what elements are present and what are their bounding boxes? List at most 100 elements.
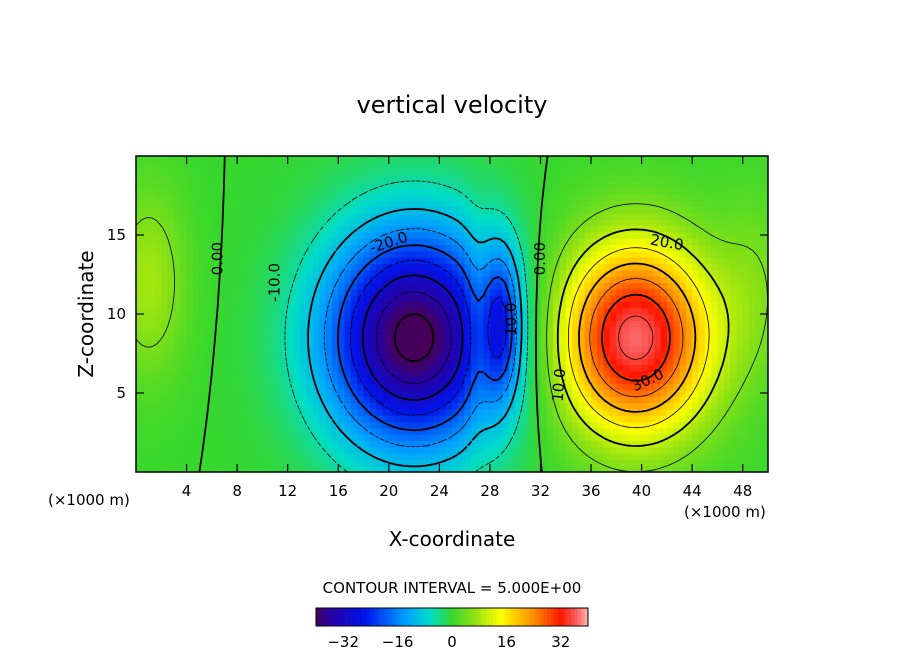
contour-label: -10.0 xyxy=(266,263,284,302)
contour-line xyxy=(350,259,507,416)
plot-area: 0.00-10.0-20.0-10.00.00 20.010.0 30.0 4 8 12… xyxy=(107,155,769,500)
colorbar-swatch xyxy=(377,608,381,626)
colorbar-swatch xyxy=(472,608,477,626)
x-tick-label: 12 xyxy=(278,482,297,500)
colorbar-swatch xyxy=(397,608,402,626)
contour-line xyxy=(136,203,768,472)
colorbar-swatch xyxy=(482,608,487,626)
colorbar-swatch xyxy=(496,608,500,626)
colorbar-swatch xyxy=(571,608,575,626)
contour-line xyxy=(361,274,464,401)
colorbar-swatch xyxy=(333,608,337,626)
colorbar-swatch xyxy=(516,608,521,626)
colorbar-swatch xyxy=(339,608,344,626)
colorbar-swatch xyxy=(448,608,453,626)
colorbar-swatch xyxy=(373,608,378,626)
colorbar-swatch xyxy=(326,608,330,626)
colorbar-swatch xyxy=(407,608,412,626)
colorbar-swatch xyxy=(499,608,504,626)
colorbar-tick-label: −32 xyxy=(327,633,359,651)
colorbar-swatch xyxy=(387,608,392,626)
x-axis-title: X-coordinate xyxy=(389,527,516,551)
colorbar-swatch xyxy=(506,608,511,626)
colorbar-swatch xyxy=(557,608,562,626)
contour-label: 10.0 xyxy=(549,368,570,403)
contour-lines xyxy=(136,156,768,472)
colorbar-swatch xyxy=(438,608,443,626)
colorbar-swatch xyxy=(384,608,388,626)
colorbar-tick-label: 32 xyxy=(551,633,570,651)
colorbar-swatch xyxy=(479,608,483,626)
colorbar-swatch xyxy=(584,608,589,626)
colorbar-swatch xyxy=(435,608,439,626)
colorbar-swatch xyxy=(455,608,460,626)
colorbar-swatch xyxy=(319,608,324,626)
x-tick-label: 20 xyxy=(379,482,398,500)
colorbar-swatch xyxy=(581,608,585,626)
colorbar-swatch xyxy=(401,608,405,626)
colorbar-swatch xyxy=(520,608,524,626)
colorbar-swatch xyxy=(554,608,558,626)
contour-line xyxy=(578,262,697,413)
x-unit-label-right: (×1000 m) xyxy=(684,503,766,521)
colorbar-swatch xyxy=(574,608,579,626)
colorbar-swatch xyxy=(540,608,545,626)
colorbar-swatch xyxy=(489,608,494,626)
colorbar-swatch xyxy=(431,608,436,626)
contour-line xyxy=(323,228,518,448)
colorbar-swatch xyxy=(418,608,422,626)
contour-line xyxy=(198,156,549,472)
contour-line xyxy=(376,291,452,384)
colorbar-swatch xyxy=(469,608,473,626)
colorbar-tick-label: 0 xyxy=(447,633,457,651)
colorbar-swatch xyxy=(363,608,368,626)
contour-line xyxy=(556,228,730,447)
x-tick-label: 24 xyxy=(430,482,449,500)
colorbar-swatch xyxy=(547,608,551,626)
colorbar-tick-label: 16 xyxy=(497,633,516,651)
x-tick-label: 40 xyxy=(632,482,651,500)
colorbar-swatch xyxy=(445,608,449,626)
y-tick-label: 15 xyxy=(107,226,126,244)
colorbar-swatch xyxy=(329,608,334,626)
y-tick-label: 10 xyxy=(107,305,126,323)
colorbar-swatch xyxy=(526,608,531,626)
colorbar-swatch xyxy=(577,608,582,626)
colorbar-swatch xyxy=(424,608,429,626)
colorbar-swatch xyxy=(346,608,351,626)
colorbar-swatch xyxy=(360,608,364,626)
colorbar-swatch xyxy=(492,608,497,626)
colorbar-swatch xyxy=(513,608,517,626)
colorbar-swatch xyxy=(564,608,568,626)
contour-line xyxy=(589,278,684,398)
colorbar-swatch xyxy=(336,608,341,626)
colorbar-swatch xyxy=(367,608,371,626)
colorbar-swatch xyxy=(421,608,426,626)
y-tick-label: 5 xyxy=(116,384,126,402)
colorbar-swatch xyxy=(404,608,409,626)
colorbar-swatch xyxy=(316,608,320,626)
colorbar-frame xyxy=(315,607,589,627)
colorbar-swatch xyxy=(390,608,395,626)
colorbar-swatch xyxy=(414,608,419,626)
colorbar-swatch xyxy=(523,608,528,626)
y-axis-title: Z-coordinate xyxy=(74,250,98,377)
colorbar-swatch xyxy=(550,608,555,626)
colorbar-swatch xyxy=(543,608,548,626)
colorbar-swatch xyxy=(509,608,514,626)
contour-line xyxy=(601,293,671,382)
x-tick-label: 36 xyxy=(581,482,600,500)
colorbar: −32 −16 0 16 32 xyxy=(315,607,589,651)
colorbar-swatch xyxy=(343,608,347,626)
contour-label: 0.00 xyxy=(209,242,227,275)
contour-label: -10.0 xyxy=(502,302,520,341)
colorbar-swatch xyxy=(441,608,446,626)
colorbar-swatch xyxy=(560,608,565,626)
x-tick-label: 16 xyxy=(329,482,348,500)
colorbar-swatch xyxy=(537,608,541,626)
colorbar-swatch xyxy=(462,608,466,626)
contour-label: 0.00 xyxy=(531,242,549,275)
x-unit-label-left: (×1000 m) xyxy=(48,491,130,509)
x-tick-label: 8 xyxy=(232,482,242,500)
contour-line xyxy=(307,208,523,468)
